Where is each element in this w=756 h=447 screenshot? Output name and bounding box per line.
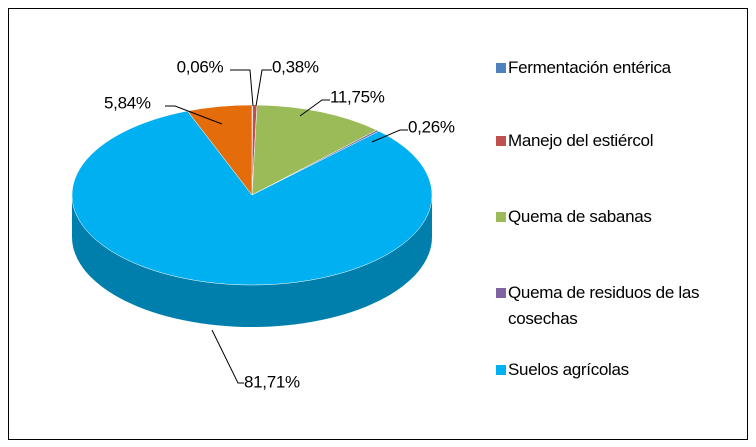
leader-line xyxy=(255,69,272,107)
leader-line xyxy=(371,129,408,143)
legend-item: Manejo del estiércol xyxy=(494,128,744,154)
leader-line xyxy=(299,99,330,117)
data-label: 0,26% xyxy=(408,117,455,136)
pie-slice xyxy=(251,104,378,196)
legend-label: Quema de sabanas xyxy=(508,207,652,226)
legend-label: Suelos agrícolas xyxy=(508,360,629,379)
data-label: 81,71% xyxy=(244,372,300,391)
legend-item: Suelos agrícolas xyxy=(494,357,744,383)
pie-side xyxy=(72,195,432,327)
legend-swatch xyxy=(496,288,506,298)
legend-item: Quema de sabanas xyxy=(494,204,744,230)
legend-label: Quema de residuos de las cosechas xyxy=(508,283,700,328)
legend-swatch xyxy=(496,212,506,222)
pie-slice xyxy=(71,110,433,286)
legend-item: Fermentación entérica xyxy=(494,55,744,81)
pie xyxy=(71,104,433,327)
data-label: 5,84% xyxy=(104,93,151,112)
legend-swatch xyxy=(496,365,506,375)
legend-item: Quema de residuos de las cosechas xyxy=(494,280,744,332)
legend-swatch xyxy=(496,136,506,146)
data-label: 0,38% xyxy=(272,57,319,76)
legend-swatch xyxy=(496,63,506,73)
leader-line xyxy=(211,329,244,384)
legend-label: Manejo del estiércol xyxy=(508,131,654,150)
legend-label: Fermentación entérica xyxy=(508,58,671,77)
data-label: 0,06% xyxy=(177,57,224,76)
data-label: 11,75% xyxy=(330,87,385,106)
leader-line xyxy=(165,105,223,125)
leader-line xyxy=(230,69,254,107)
